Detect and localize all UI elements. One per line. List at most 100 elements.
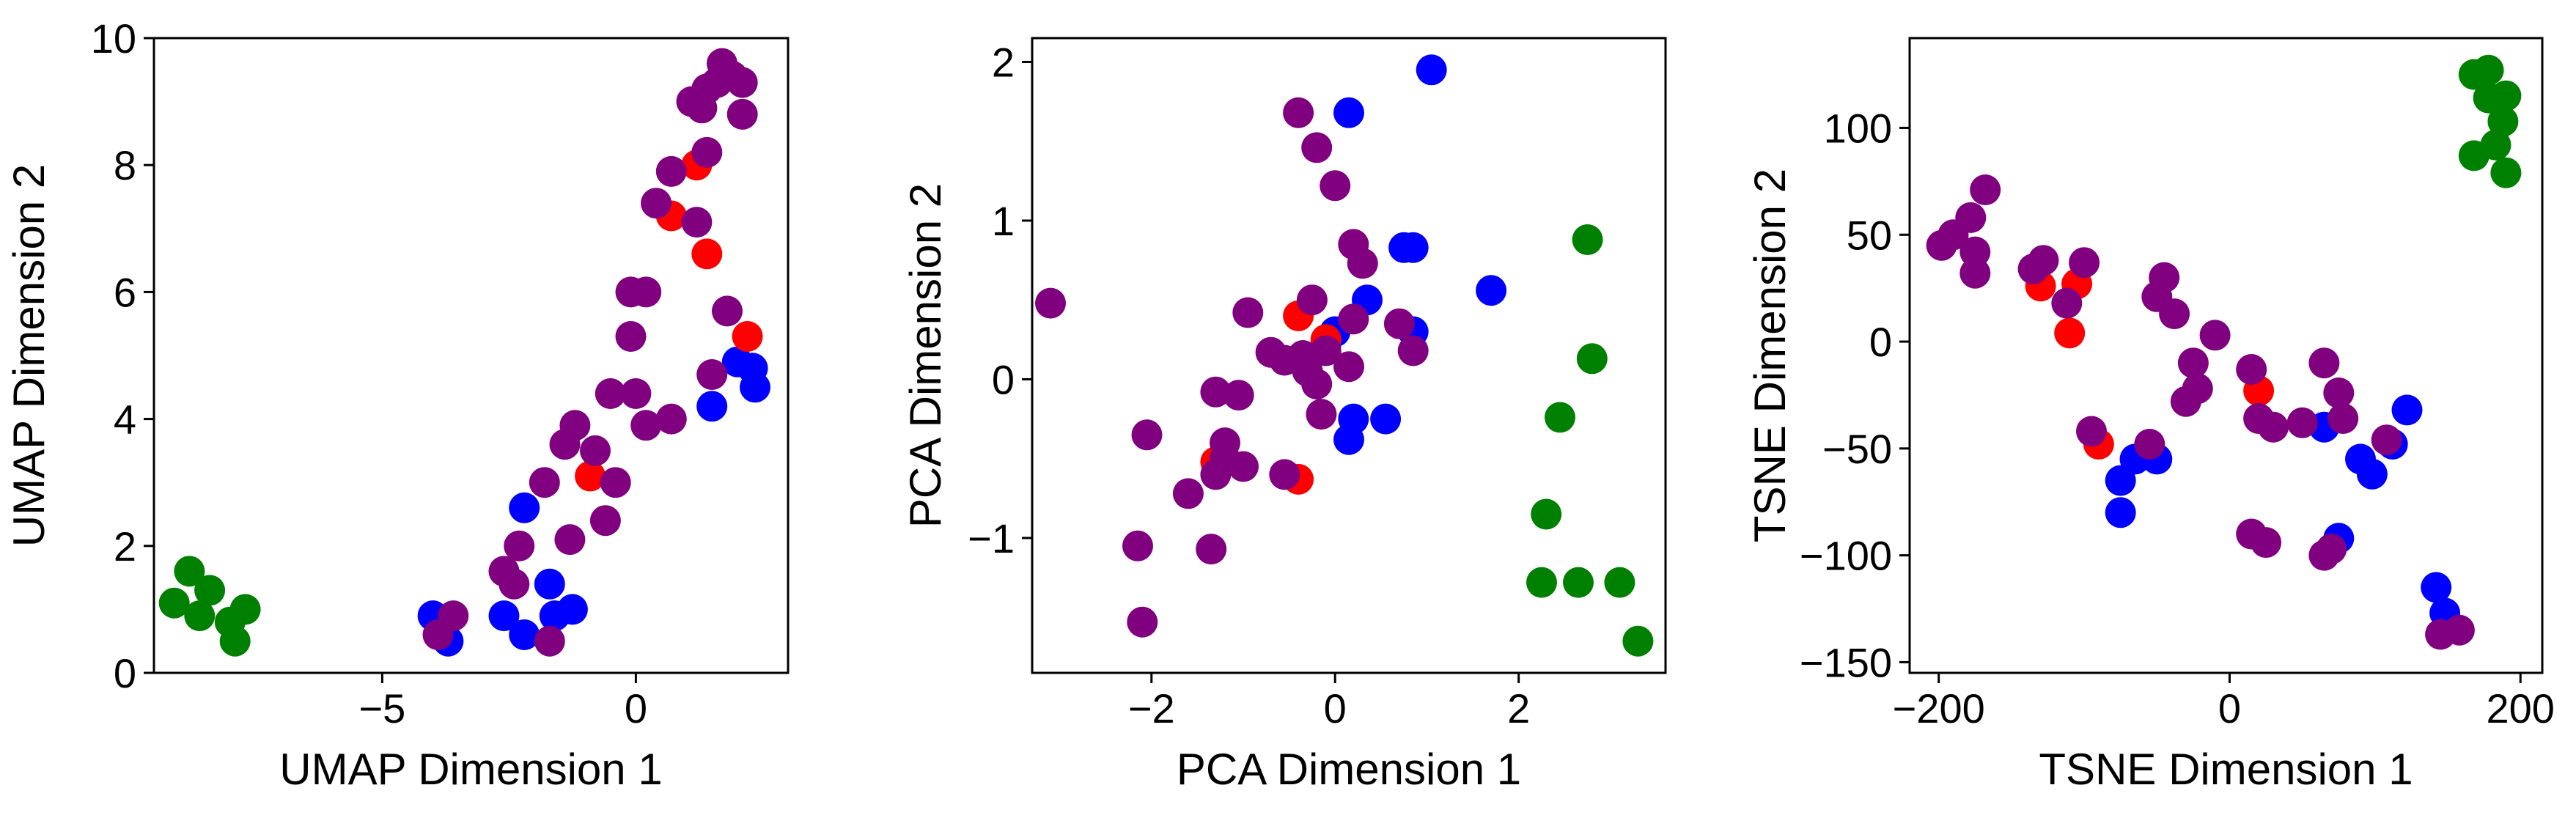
tsne-point xyxy=(2134,429,2165,460)
umap-point xyxy=(229,594,261,625)
umap-point xyxy=(691,136,723,168)
pca-point xyxy=(1576,343,1608,375)
umap-point xyxy=(575,460,606,492)
tsne-point xyxy=(2236,354,2267,385)
umap-point xyxy=(589,505,621,537)
umap-point xyxy=(219,625,251,657)
pca-x-tick-label: 0 xyxy=(1324,685,1347,732)
tsne-y-tick-label: 100 xyxy=(1824,105,1892,151)
pca-point xyxy=(1228,451,1259,482)
umap-point xyxy=(438,600,469,632)
umap-point xyxy=(732,321,763,352)
umap-axes-frame xyxy=(152,37,790,674)
tsne-point xyxy=(1959,257,1991,289)
pca-point xyxy=(1476,275,1507,306)
tsne-point xyxy=(2308,539,2340,571)
umap-y-tick-label: 8 xyxy=(114,142,136,188)
umap-point xyxy=(174,556,205,587)
tsne-point xyxy=(2480,129,2511,161)
tsne-point xyxy=(2356,458,2388,490)
pca-point xyxy=(1310,335,1342,366)
tsne-point xyxy=(2028,245,2059,276)
tsne-point xyxy=(2177,347,2209,379)
tsne-panel: −200 0 200 −150 −100 −50 0 50 100 TSNE Dimension … xyxy=(1745,37,2555,794)
tsne-point xyxy=(2371,424,2402,456)
tsne-point xyxy=(1959,236,1991,268)
tsne-point xyxy=(2323,377,2355,408)
pca-point xyxy=(1572,224,1603,255)
umap-point xyxy=(740,372,770,403)
tsne-point xyxy=(1970,174,2001,205)
umap-y-tick-label: 2 xyxy=(114,523,136,570)
umap-x-tick-label: 0 xyxy=(625,685,647,732)
tsne-x-tick-label: −200 xyxy=(1893,685,1985,732)
pca-y-tick-label: 2 xyxy=(992,39,1015,85)
tsne-point xyxy=(2251,527,2282,559)
umap-point xyxy=(534,568,565,600)
pca-point xyxy=(1333,351,1364,383)
pca-point xyxy=(1397,232,1429,263)
tsne-x-tick-label: 200 xyxy=(2487,685,2555,732)
pca-point xyxy=(1531,498,1562,530)
umap-y-tick-label: 0 xyxy=(114,650,136,696)
umap-point xyxy=(580,435,611,466)
umap-y-tick-label: 4 xyxy=(114,397,136,443)
pca-point xyxy=(1131,419,1163,451)
tsne-point xyxy=(2069,247,2100,279)
pca-point xyxy=(1269,459,1300,490)
pca-point xyxy=(1604,567,1635,598)
umap-point xyxy=(655,155,687,187)
umap-point xyxy=(726,98,758,130)
pca-point xyxy=(1232,297,1264,328)
umap-point xyxy=(498,568,530,600)
umap-y-tick-label: 6 xyxy=(114,269,136,315)
umap-y-tick-label: 10 xyxy=(91,15,136,62)
pca-x-tick-label: −2 xyxy=(1128,685,1175,732)
pca-point xyxy=(1370,403,1402,435)
tsne-point xyxy=(2327,403,2359,434)
tsne-point xyxy=(2391,394,2423,426)
umap-y-axis-label: UMAP Dimension 2 xyxy=(4,164,54,547)
tsne-y-tick-label: −50 xyxy=(1822,426,1892,472)
tsne-point xyxy=(2182,373,2213,405)
umap-point xyxy=(630,276,662,308)
umap-point xyxy=(712,295,743,327)
tsne-point xyxy=(2159,298,2190,330)
umap-point xyxy=(595,378,626,409)
tsne-point xyxy=(2308,347,2340,379)
pca-y-axis-label: PCA Dimension 2 xyxy=(901,183,950,528)
umap-point xyxy=(686,92,718,124)
pca-panel: −2 0 2 −1 0 1 2 PCA Dimension 1 PCA Dimension 2 xyxy=(901,37,1667,794)
pca-point xyxy=(1320,170,1351,202)
umap-point xyxy=(184,600,216,632)
tsne-point xyxy=(2054,317,2086,349)
tsne-point xyxy=(2443,614,2475,646)
pca-point xyxy=(1283,97,1314,128)
umap-point xyxy=(488,600,520,632)
tsne-point xyxy=(2473,82,2504,114)
umap-point xyxy=(681,207,713,238)
pca-point xyxy=(1127,606,1158,638)
pca-point xyxy=(1347,248,1378,279)
pca-point xyxy=(1526,567,1557,598)
tsne-point xyxy=(2421,572,2452,603)
pca-point xyxy=(1333,424,1364,455)
tsne-point xyxy=(2199,320,2231,351)
tsne-y-tick-label: 50 xyxy=(1847,212,1892,258)
tsne-point xyxy=(2051,287,2083,319)
umap-point xyxy=(620,378,652,409)
umap-point xyxy=(556,594,588,625)
pca-point xyxy=(1563,567,1594,598)
pca-point xyxy=(1383,308,1415,339)
pca-point xyxy=(1196,534,1227,565)
pca-point xyxy=(1416,54,1447,86)
tsne-y-tick-label: −100 xyxy=(1800,533,1892,579)
tsne-y-tick-label: 0 xyxy=(1869,319,1892,365)
umap-point xyxy=(726,67,758,98)
pca-point xyxy=(1122,530,1153,561)
umap-point xyxy=(194,575,226,606)
umap-x-tick-label: −5 xyxy=(358,685,405,732)
umap-point xyxy=(600,467,631,498)
umap-point xyxy=(696,391,728,422)
tsne-point xyxy=(2149,262,2180,293)
